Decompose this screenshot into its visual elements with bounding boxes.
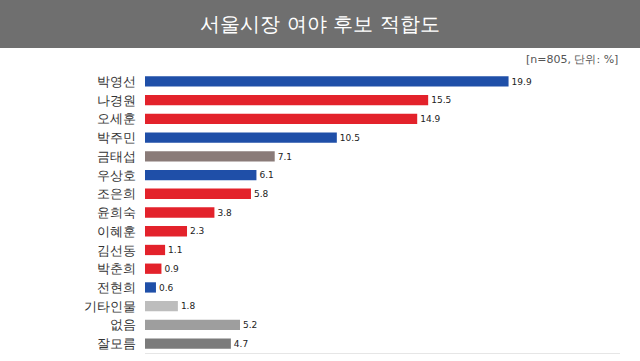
svg-text:금태섭: 금태섭: [97, 149, 136, 164]
svg-text:박영선: 박영선: [97, 74, 136, 89]
svg-text:박주민: 박주민: [97, 130, 136, 145]
svg-text:2.3: 2.3: [190, 226, 205, 236]
svg-text:4.7: 4.7: [234, 339, 248, 349]
svg-text:3.8: 3.8: [217, 208, 232, 218]
svg-text:오세훈: 오세훈: [97, 111, 136, 126]
svg-text:김선동: 김선동: [97, 243, 136, 258]
svg-text:0.9: 0.9: [164, 264, 179, 274]
svg-text:박춘희: 박춘희: [97, 261, 136, 276]
svg-text:5.2: 5.2: [243, 320, 257, 330]
svg-text:윤희숙: 윤희숙: [97, 205, 136, 220]
svg-text:15.5: 15.5: [431, 95, 451, 105]
svg-text:0.6: 0.6: [159, 283, 174, 293]
svg-text:5.8: 5.8: [254, 189, 269, 199]
svg-text:7.1: 7.1: [278, 152, 292, 162]
svg-text:우상호: 우상호: [97, 168, 136, 183]
svg-text:서울시장 여야 후보 적합도: 서울시장 여야 후보 적합도: [200, 12, 439, 36]
svg-text:1.8: 1.8: [181, 301, 196, 311]
svg-text:조은희: 조은희: [97, 186, 136, 201]
svg-text:19.9: 19.9: [512, 77, 532, 87]
svg-text:잘모름: 잘모름: [97, 336, 136, 351]
svg-text:이혜훈: 이혜훈: [97, 224, 136, 239]
svg-text:6.1: 6.1: [259, 170, 273, 180]
svg-text:나경원: 나경원: [97, 93, 136, 108]
svg-text:[n=805, 단위: %]: [n=805, 단위: %]: [526, 53, 618, 66]
svg-text:14.9: 14.9: [420, 114, 440, 124]
svg-text:없음: 없음: [110, 317, 136, 332]
svg-text:기타인물: 기타인물: [84, 299, 136, 314]
svg-text:1.1: 1.1: [168, 245, 182, 255]
svg-text:전현희: 전현희: [97, 280, 136, 295]
svg-text:10.5: 10.5: [340, 133, 360, 143]
